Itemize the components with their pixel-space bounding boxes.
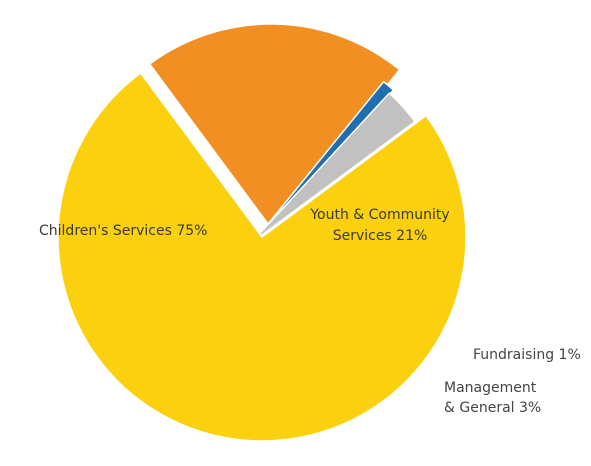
slice-management-general (250, 92, 416, 244)
slice-label-line: Youth & Community (309, 207, 449, 223)
slice-label-fundraising: Fundraising 1% (473, 347, 581, 363)
pie-slices (57, 23, 467, 442)
slice-label-line: & General 3% (444, 400, 541, 416)
slice-label-line: Services 21% (333, 228, 428, 244)
slice-label-line: Children's Services 75% (39, 223, 207, 239)
slice-youth-community-services (148, 23, 401, 229)
slice-children-s-services (57, 72, 467, 442)
slice-label-line: Fundraising 1% (473, 347, 581, 363)
slice-label-management-general: Management & General 3% (444, 380, 541, 416)
slice-label-youth-community-services: Youth & Community Services 21% (309, 207, 449, 244)
slice-label-line: Management (444, 380, 537, 396)
slice-labels: Children's Services 75% Youth & Community… (39, 207, 581, 416)
slice-label-children-s-services: Children's Services 75% (39, 223, 207, 239)
